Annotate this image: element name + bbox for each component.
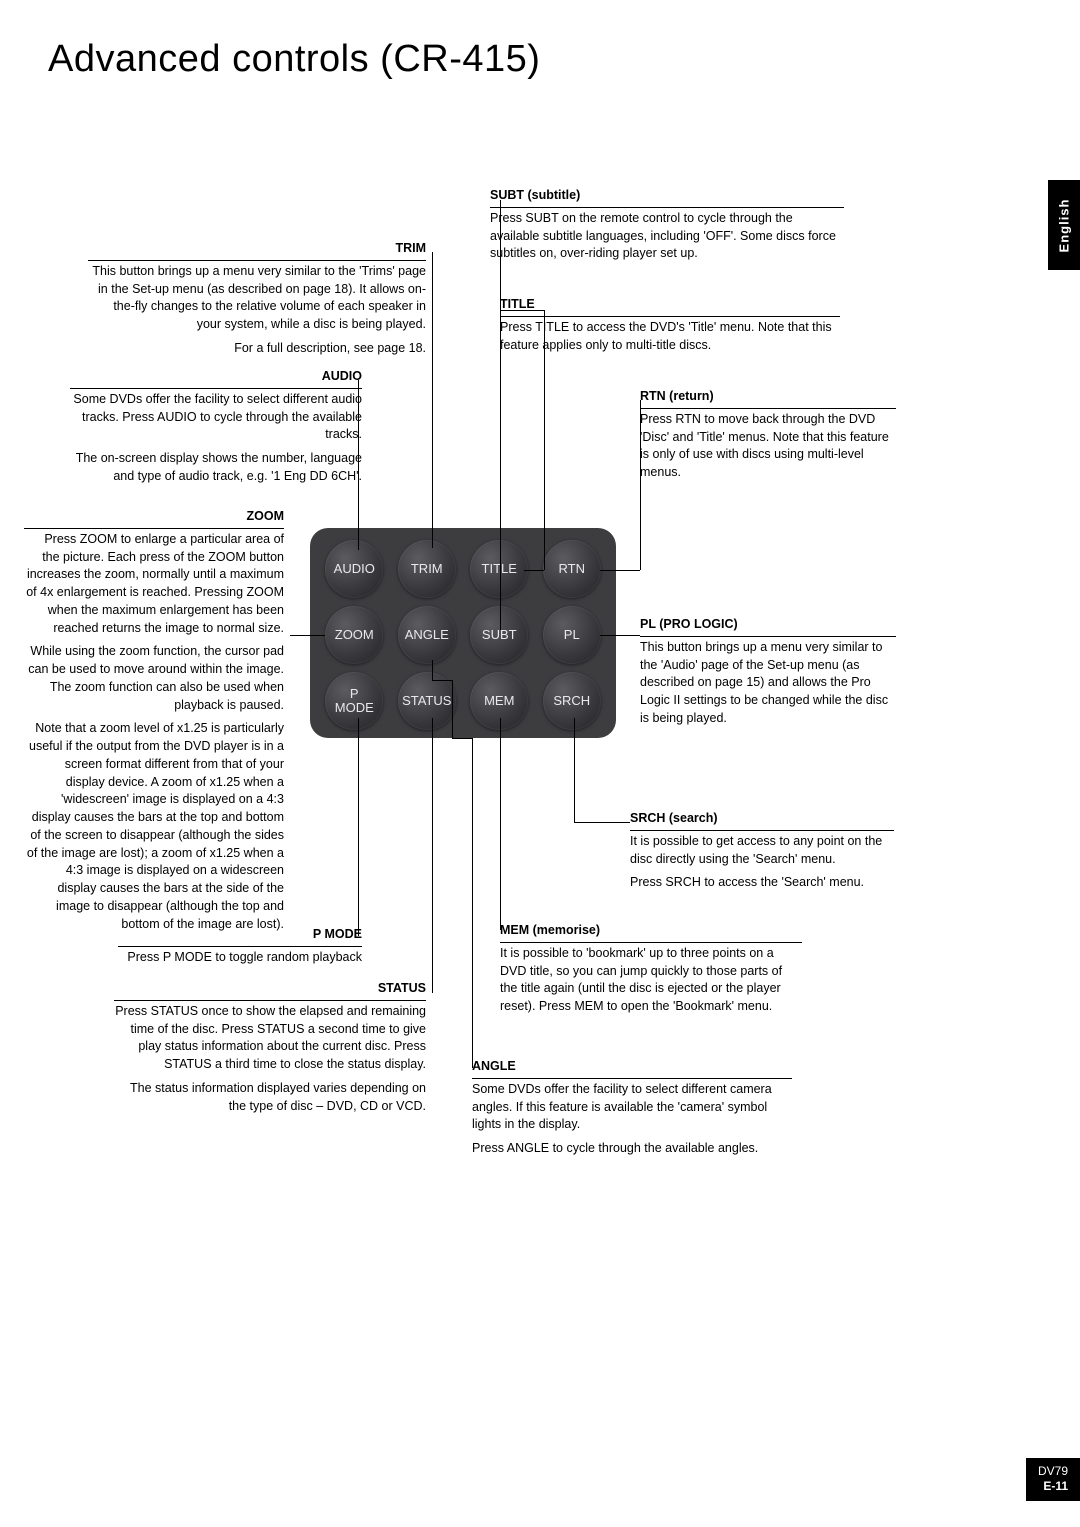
zoom-body2: While using the zoom function, the curso… bbox=[24, 643, 284, 714]
angle-heading: ANGLE bbox=[472, 1058, 792, 1079]
mem-body: It is possible to 'bookmark' up to three… bbox=[500, 945, 802, 1016]
page-title: Advanced controls (CR-415) bbox=[48, 38, 540, 81]
srch-note: Press SRCH to access the 'Search' menu. bbox=[630, 874, 894, 892]
button-pmode[interactable]: P MODE bbox=[325, 672, 383, 730]
callout-trim: TRIM This button brings up a menu very s… bbox=[88, 240, 426, 364]
status-heading: STATUS bbox=[114, 980, 426, 1001]
button-trim[interactable]: TRIM bbox=[398, 540, 456, 598]
rtn-heading: RTN (return) bbox=[640, 388, 896, 409]
callout-subt: SUBT (subtitle) Press SUBT on the remote… bbox=[490, 187, 844, 269]
callout-mem: MEM (memorise) It is possible to 'bookma… bbox=[500, 922, 802, 1022]
pl-heading: PL (PRO LOGIC) bbox=[640, 616, 896, 637]
zoom-body3: Note that a zoom level of x1.25 is parti… bbox=[24, 720, 284, 933]
footer-page: E-11 bbox=[1038, 1479, 1068, 1495]
remote-grid: AUDIO TRIM TITLE RTN ZOOM ANGLE SUBT PL … bbox=[310, 528, 616, 738]
button-pl[interactable]: PL bbox=[543, 606, 601, 664]
title-body: Press TITLE to access the DVD's 'Title' … bbox=[500, 319, 840, 355]
callout-zoom: ZOOM Press ZOOM to enlarge a particular … bbox=[24, 508, 284, 939]
callout-angle: ANGLE Some DVDs offer the facility to se… bbox=[472, 1058, 792, 1164]
audio-body: Some DVDs offer the facility to select d… bbox=[70, 391, 362, 444]
pmode-heading: P MODE bbox=[118, 926, 362, 947]
button-angle[interactable]: ANGLE bbox=[398, 606, 456, 664]
button-srch[interactable]: SRCH bbox=[543, 672, 601, 730]
callout-title: TITLE Press TITLE to access the DVD's 'T… bbox=[500, 296, 840, 360]
pmode-body: Press P MODE to toggle random playback bbox=[118, 949, 362, 967]
audio-heading: AUDIO bbox=[70, 368, 362, 389]
callout-audio: AUDIO Some DVDs offer the facility to se… bbox=[70, 368, 362, 492]
angle-body: Some DVDs offer the facility to select d… bbox=[472, 1081, 792, 1134]
pl-body: This button brings up a menu very simila… bbox=[640, 639, 896, 728]
trim-body: This button brings up a menu very simila… bbox=[88, 263, 426, 334]
remote-panel: AUDIO TRIM TITLE RTN ZOOM ANGLE SUBT PL … bbox=[310, 528, 616, 738]
srch-body: It is possible to get access to any poin… bbox=[630, 833, 894, 869]
trim-note: For a full description, see page 18. bbox=[88, 340, 426, 358]
zoom-body1: Press ZOOM to enlarge a particular area … bbox=[24, 531, 284, 638]
trim-heading: TRIM bbox=[88, 240, 426, 261]
audio-note: The on-screen display shows the number, … bbox=[70, 450, 362, 486]
button-rtn[interactable]: RTN bbox=[543, 540, 601, 598]
status-note: The status information displayed varies … bbox=[114, 1080, 426, 1116]
rtn-body: Press RTN to move back through the DVD '… bbox=[640, 411, 896, 482]
callout-pmode: P MODE Press P MODE to toggle random pla… bbox=[118, 926, 362, 973]
language-label: English bbox=[1057, 198, 1072, 252]
footer-model: DV79 bbox=[1038, 1464, 1068, 1480]
callout-rtn: RTN (return) Press RTN to move back thro… bbox=[640, 388, 896, 488]
page-footer: DV79 E-11 bbox=[1026, 1458, 1080, 1501]
callout-srch: SRCH (search) It is possible to get acce… bbox=[630, 810, 894, 898]
language-tab: English bbox=[1048, 180, 1080, 270]
status-body: Press STATUS once to show the elapsed an… bbox=[114, 1003, 426, 1074]
angle-note: Press ANGLE to cycle through the availab… bbox=[472, 1140, 792, 1158]
subt-heading: SUBT (subtitle) bbox=[490, 187, 844, 208]
mem-heading: MEM (memorise) bbox=[500, 922, 802, 943]
title-heading: TITLE bbox=[500, 296, 840, 317]
button-audio[interactable]: AUDIO bbox=[325, 540, 383, 598]
button-zoom[interactable]: ZOOM bbox=[325, 606, 383, 664]
subt-body: Press SUBT on the remote control to cycl… bbox=[490, 210, 844, 263]
srch-heading: SRCH (search) bbox=[630, 810, 894, 831]
zoom-heading: ZOOM bbox=[24, 508, 284, 529]
callout-pl: PL (PRO LOGIC) This button brings up a m… bbox=[640, 616, 896, 734]
callout-status: STATUS Press STATUS once to show the ela… bbox=[114, 980, 426, 1121]
